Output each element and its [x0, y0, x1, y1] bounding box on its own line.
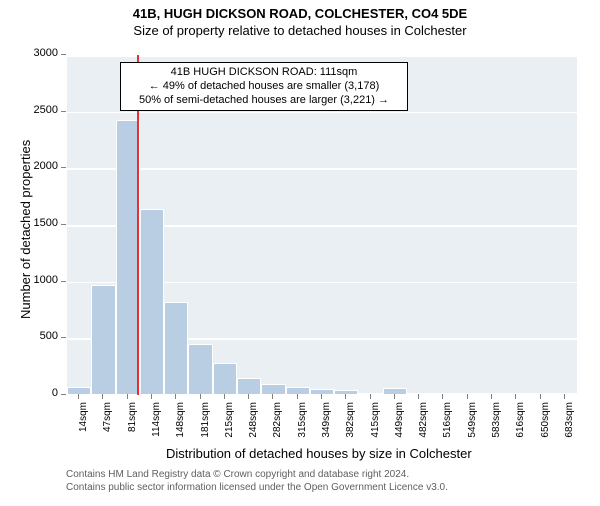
histogram-bar — [407, 393, 431, 395]
xtick-label: 349sqm — [321, 402, 332, 442]
xtick-label: 14sqm — [78, 402, 89, 442]
ytick-label: 3000 — [22, 47, 58, 59]
xtick-mark — [345, 394, 346, 399]
ytick-mark — [61, 54, 66, 55]
attribution-text: Contains HM Land Registry data © Crown c… — [66, 468, 448, 494]
xtick-label: 516sqm — [442, 402, 453, 442]
xtick-label: 415sqm — [370, 402, 381, 442]
annotation-line-1: 41B HUGH DICKSON ROAD: 111sqm — [127, 66, 401, 80]
ytick-label: 2500 — [22, 104, 58, 116]
histogram-bar — [504, 393, 528, 395]
histogram-bar — [91, 285, 115, 395]
xtick-label: 114sqm — [151, 402, 162, 442]
xtick-label: 282sqm — [272, 402, 283, 442]
histogram-bar — [431, 393, 455, 395]
annotation-line-2: ← 49% of detached houses are smaller (3,… — [127, 80, 401, 94]
attribution-line-1: Contains HM Land Registry data © Crown c… — [66, 468, 448, 481]
annotation-box: 41B HUGH DICKSON ROAD: 111sqm ← 49% of d… — [120, 62, 408, 111]
histogram-bar — [213, 363, 237, 395]
xtick-mark — [78, 394, 79, 399]
histogram-bar — [116, 120, 140, 395]
xtick-mark — [151, 394, 152, 399]
gridline — [67, 112, 577, 114]
histogram-bar — [237, 378, 261, 395]
histogram-bar — [528, 393, 552, 395]
xtick-mark — [297, 394, 298, 399]
chart-title: 41B, HUGH DICKSON ROAD, COLCHESTER, CO4 … — [0, 6, 600, 21]
xtick-label: 315sqm — [297, 402, 308, 442]
xtick-mark — [272, 394, 273, 399]
ytick-mark — [61, 337, 66, 338]
ytick-mark — [61, 224, 66, 225]
xtick-label: 549sqm — [467, 402, 478, 442]
xtick-label: 81sqm — [127, 402, 138, 442]
xtick-label: 482sqm — [418, 402, 429, 442]
ytick-mark — [61, 167, 66, 168]
histogram-bar — [286, 387, 310, 395]
ytick-mark — [61, 111, 66, 112]
histogram-bar — [334, 390, 358, 395]
xtick-mark — [564, 394, 565, 399]
xtick-mark — [467, 394, 468, 399]
xtick-mark — [175, 394, 176, 399]
histogram-bar — [358, 393, 382, 395]
histogram-bar — [188, 344, 212, 395]
histogram-bar — [553, 393, 577, 395]
xtick-label: 47sqm — [102, 402, 113, 442]
xtick-label: 583sqm — [491, 402, 502, 442]
ytick-mark — [61, 281, 66, 282]
x-axis-label: Distribution of detached houses by size … — [166, 446, 472, 461]
histogram-bar — [67, 387, 91, 395]
ytick-label: 500 — [22, 330, 58, 342]
xtick-mark — [370, 394, 371, 399]
ytick-mark — [61, 394, 66, 395]
ytick-label: 1500 — [22, 217, 58, 229]
ytick-label: 2000 — [22, 160, 58, 172]
ytick-label: 1000 — [22, 274, 58, 286]
xtick-mark — [321, 394, 322, 399]
xtick-label: 248sqm — [248, 402, 259, 442]
xtick-label: 382sqm — [345, 402, 356, 442]
xtick-label: 616sqm — [515, 402, 526, 442]
xtick-mark — [200, 394, 201, 399]
xtick-label: 215sqm — [224, 402, 235, 442]
xtick-mark — [442, 394, 443, 399]
chart-subtitle: Size of property relative to detached ho… — [0, 23, 600, 38]
histogram-bar — [456, 393, 480, 395]
xtick-label: 650sqm — [540, 402, 551, 442]
histogram-bar — [140, 209, 164, 395]
gridline — [67, 168, 577, 170]
xtick-mark — [418, 394, 419, 399]
gridline — [67, 55, 577, 57]
xtick-mark — [491, 394, 492, 399]
histogram-bar — [383, 388, 407, 395]
xtick-mark — [248, 394, 249, 399]
xtick-mark — [224, 394, 225, 399]
xtick-mark — [515, 394, 516, 399]
xtick-mark — [102, 394, 103, 399]
xtick-label: 683sqm — [564, 402, 575, 442]
xtick-mark — [127, 394, 128, 399]
xtick-label: 148sqm — [175, 402, 186, 442]
xtick-mark — [394, 394, 395, 399]
ytick-label: 0 — [22, 387, 58, 399]
gridline — [67, 395, 577, 397]
histogram-bar — [261, 384, 285, 395]
annotation-line-3: 50% of semi-detached houses are larger (… — [127, 94, 401, 108]
xtick-label: 449sqm — [394, 402, 405, 442]
attribution-line-2: Contains public sector information licen… — [66, 481, 448, 494]
histogram-bar — [164, 302, 188, 395]
xtick-mark — [540, 394, 541, 399]
xtick-label: 181sqm — [200, 402, 211, 442]
